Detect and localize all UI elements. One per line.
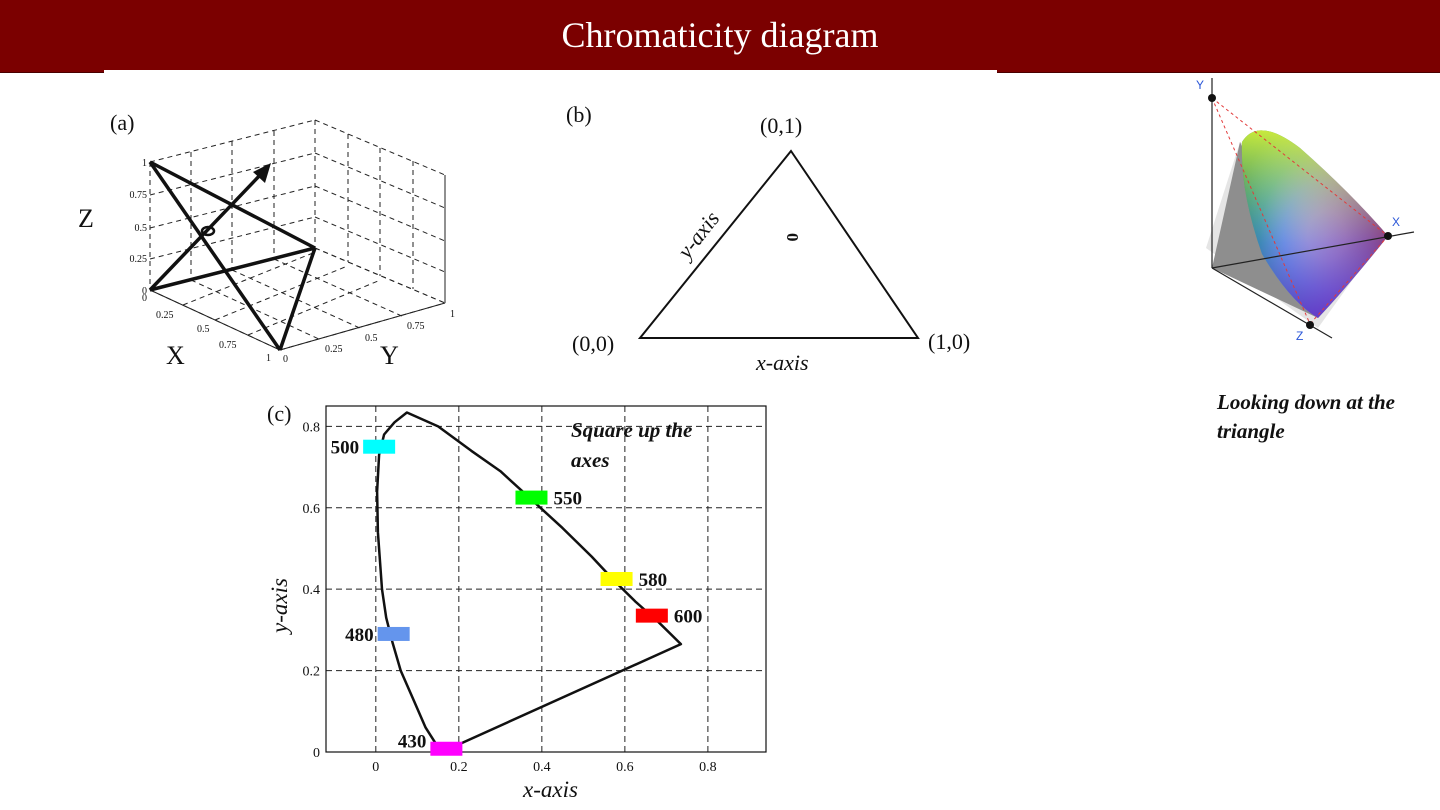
chart-annotation-line2: axes <box>571 448 610 472</box>
axis-z-label: Z <box>78 204 94 233</box>
title-bar: Chromaticity diagram <box>0 0 1440 73</box>
gamut-axis-x-label: X <box>1392 215 1400 229</box>
y-tick-label: 0.5 <box>365 333 378 344</box>
wavelength-marker-430 <box>430 741 463 756</box>
wavelength-marker-500 <box>363 439 396 454</box>
panel-b-triangle: (b) (0,1) (0,0) (1,0) y-axis x-axis 0 <box>566 102 970 375</box>
x-tick-label: 0.2 <box>450 760 468 775</box>
wavelength-label-430: 430 <box>398 732 427 753</box>
x-tick-label: 0.75 <box>219 340 237 351</box>
x-tick-label: 1 <box>266 353 271 364</box>
wavelength-label-480: 480 <box>345 625 374 646</box>
x-tick-label: 0 <box>372 760 379 775</box>
y-tick-label: 0 <box>283 354 288 365</box>
vertex-left-label: (0,0) <box>572 331 614 356</box>
y-tick-label: 0.8 <box>303 420 321 435</box>
chart-annotation-line1: Square up the <box>571 418 692 442</box>
y-tick-label: 0.4 <box>303 583 321 598</box>
cube-vector-arrow <box>148 163 271 292</box>
cube-triangle <box>148 160 317 351</box>
gamut-axis-y-label: Y <box>1196 78 1204 92</box>
gamut-point-z <box>1306 321 1314 329</box>
y-tick-label: 0.75 <box>407 321 425 332</box>
x-tick-label: 0.4 <box>533 760 551 775</box>
y-tick-label: 0.2 <box>303 665 321 680</box>
panel-c-chromaticity-chart: (c) 0 0.2 0.4 0.6 0.8 0 0.2 0.4 0.6 0.8 500 550 58… <box>267 401 767 802</box>
gamut-point-y <box>1208 94 1216 102</box>
x-tick-label: 0.6 <box>616 760 634 775</box>
axis-y-label: Y <box>380 341 399 370</box>
chart-x-axis-title: x-axis <box>522 777 578 802</box>
x-tick-label: 0.25 <box>156 310 174 321</box>
x-tick-label: 0 <box>142 293 147 304</box>
wavelength-markers: 500 550 580 600 480 430 <box>331 438 703 756</box>
triangle-outline <box>637 149 920 339</box>
spectral-locus-line <box>375 411 683 752</box>
z-tick-label: 0.5 <box>135 223 148 234</box>
panel-c-label: (c) <box>267 401 291 426</box>
slide-title: Chromaticity diagram <box>561 15 879 55</box>
vertex-right-label: (1,0) <box>928 329 970 354</box>
z-tick-label: 0.25 <box>130 254 148 265</box>
y-tick-label: 0.25 <box>325 344 343 355</box>
triangle-y-axis-label: y-axis <box>671 206 724 264</box>
z-tick-label: 1 <box>142 158 147 169</box>
x-tick-label: 0.5 <box>197 324 210 335</box>
wavelength-marker-600 <box>635 608 668 623</box>
y-tick-labels: 0 0.25 0.5 0.75 1 <box>283 309 455 365</box>
content-top-strip <box>104 70 997 76</box>
y-tick-label: 0 <box>313 746 320 761</box>
y-tick-label: 1 <box>450 309 455 320</box>
cube-frame <box>149 175 446 351</box>
chart-gridlines <box>326 406 766 753</box>
wavelength-marker-580 <box>600 572 633 586</box>
x-tick-label: 0.8 <box>699 760 717 775</box>
chart-y-axis-title: y-axis <box>267 578 292 635</box>
gamut-point-x <box>1384 232 1392 240</box>
gamut-caption: Looking down at the triangle <box>1217 390 1395 443</box>
wavelength-label-500: 500 <box>331 438 360 459</box>
vertex-top-label: (0,1) <box>760 113 802 138</box>
gamut-axis-z-label: Z <box>1296 329 1303 343</box>
gamut-3d-image: Y X Z <box>1196 78 1415 343</box>
axis-x-label: X <box>166 341 185 370</box>
chart-plot-frame <box>325 405 767 753</box>
z-tick-label: 0 <box>142 286 147 297</box>
wavelength-label-550: 550 <box>553 489 582 510</box>
chart-y-ticks: 0 0.2 0.4 0.6 0.8 <box>303 420 321 761</box>
panel-b-label: (b) <box>566 102 592 127</box>
triangle-point-mark: 0 <box>783 233 802 242</box>
wavelength-marker-550 <box>515 490 548 505</box>
y-tick-label: 0.6 <box>303 502 321 517</box>
wavelength-marker-480 <box>377 626 410 641</box>
panel-a-label: (a) <box>110 110 134 135</box>
triangle-x-axis-label: x-axis <box>755 350 809 375</box>
z-tick-label: 0.75 <box>130 190 148 201</box>
gamut-red-dashes <box>1211 97 1389 325</box>
chart-x-ticks: 0 0.2 0.4 0.6 0.8 <box>372 760 716 775</box>
wavelength-label-600: 600 <box>674 607 703 628</box>
wavelength-label-580: 580 <box>639 570 668 591</box>
z-tick-labels: 1 0.75 0.5 0.25 0 <box>130 158 148 297</box>
panel-a-3d-cube: (a) <box>78 110 455 370</box>
x-tick-labels: 0 0.25 0.5 0.75 1 <box>142 293 271 364</box>
